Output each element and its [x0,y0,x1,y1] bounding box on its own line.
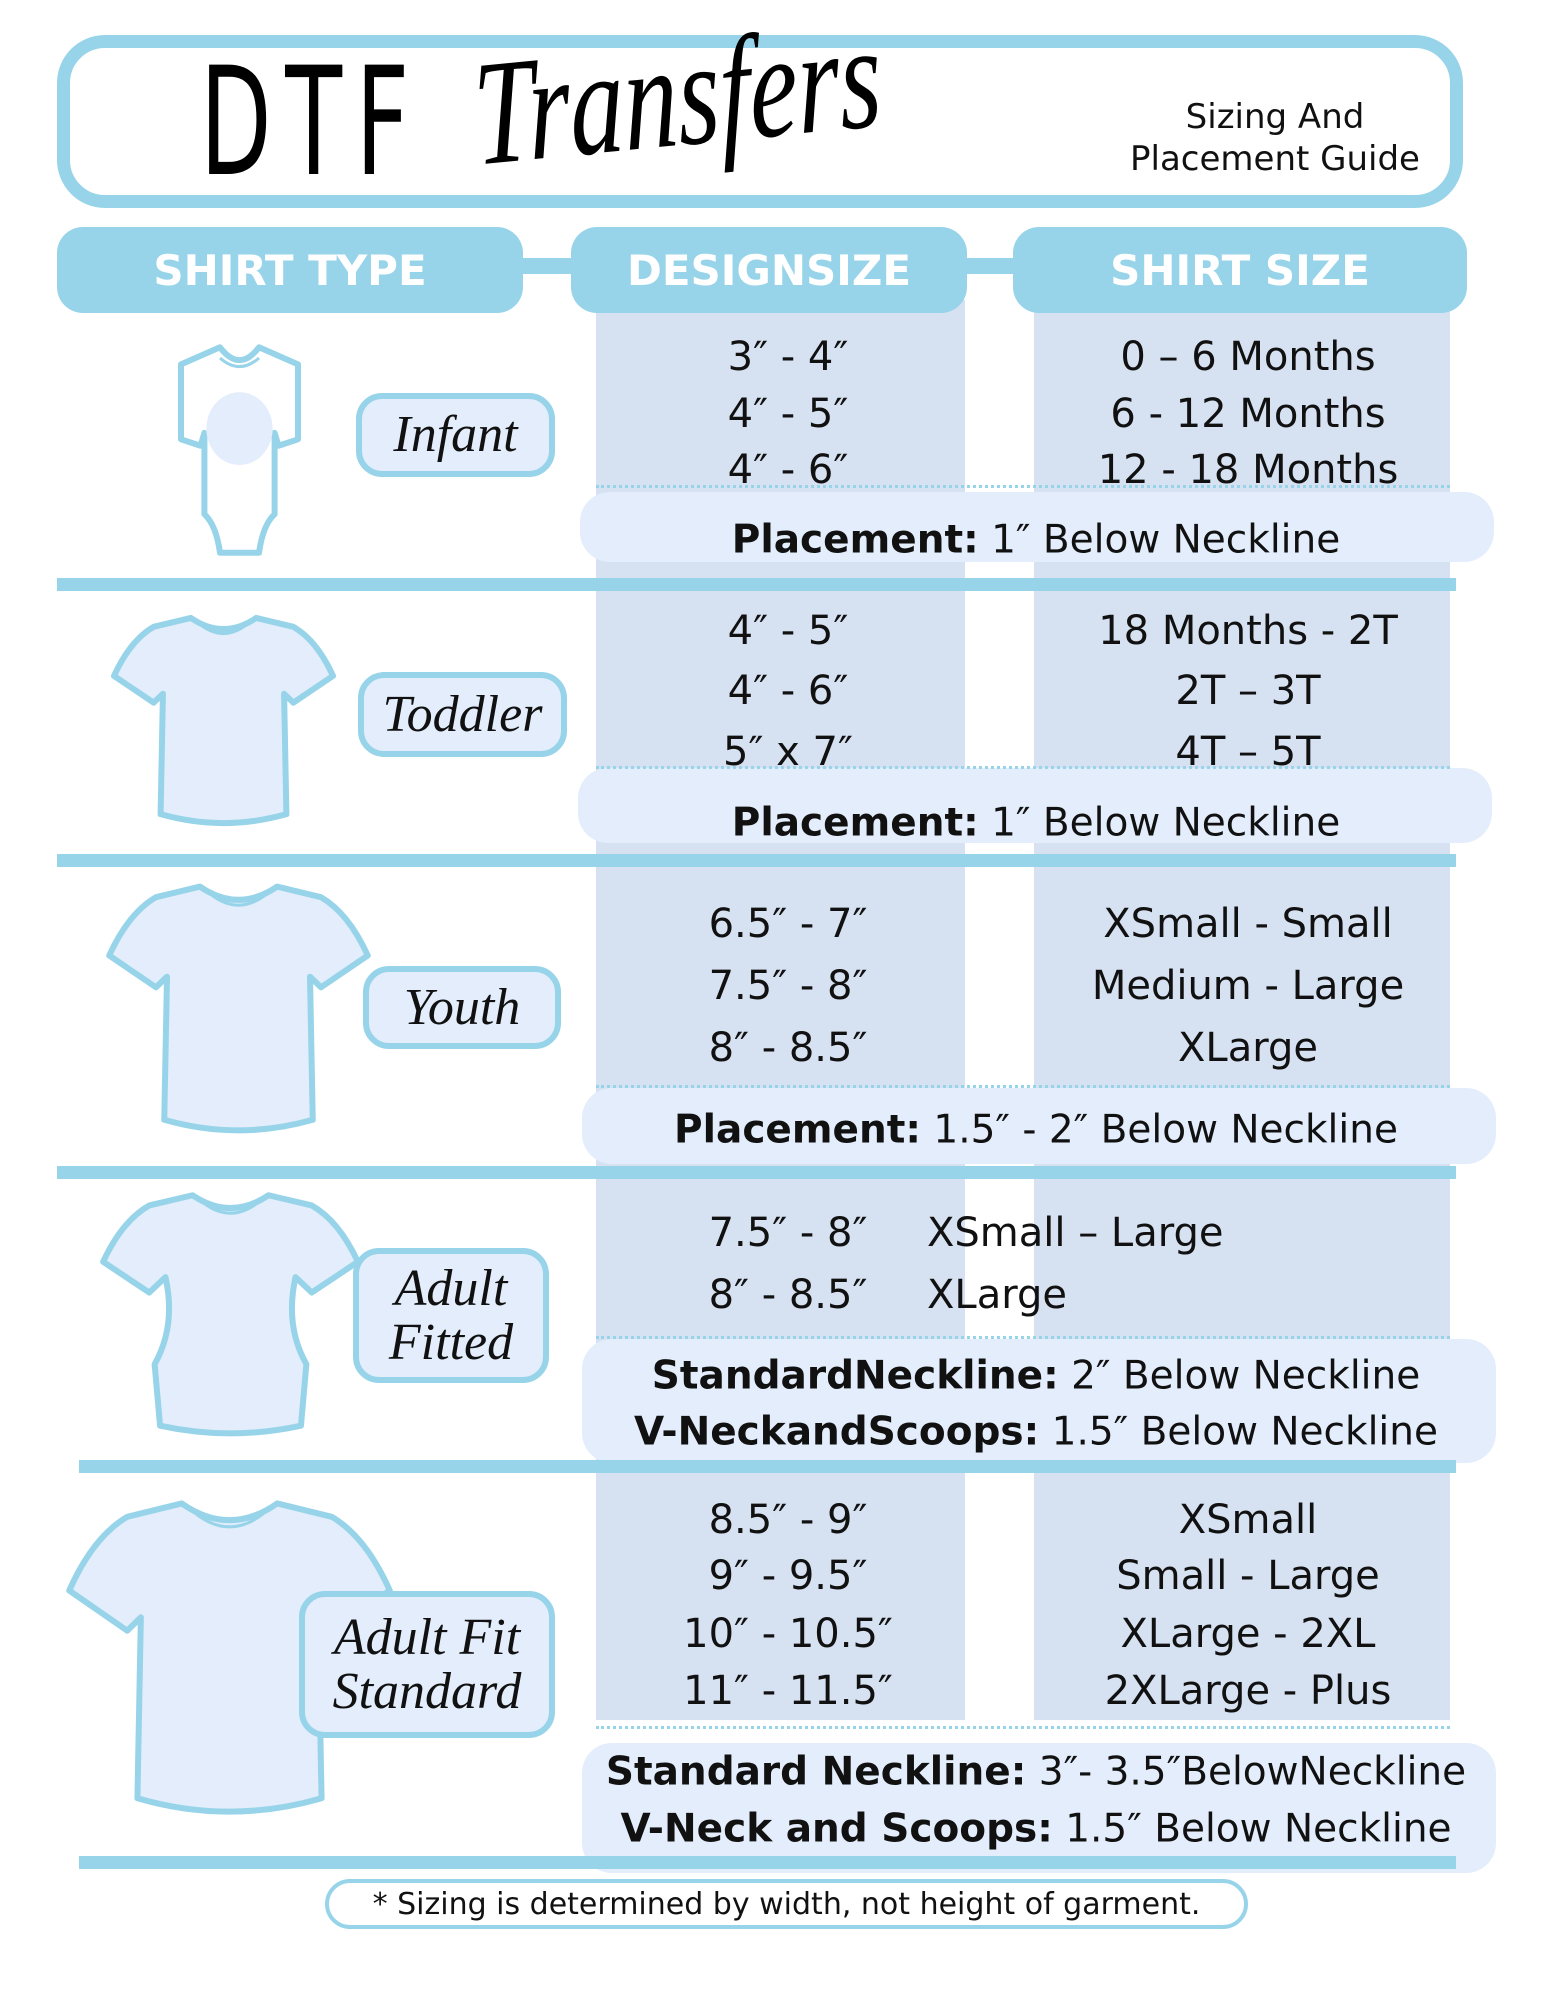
placement-value: 2″ Below Neckline [1071,1353,1421,1399]
onesie-icon [142,343,337,557]
placement-line: V-NeckandScoops: 1.5″ Below Neckline [634,1410,1438,1455]
row-divider [79,1856,1456,1869]
placement-spacer [1059,1354,1071,1399]
placement-value: 1.5″ - 2″ Below Neckline [933,1107,1398,1153]
title-transfers: Transfers [469,0,886,198]
design-size-value: 7.5″ - 8″ [708,1210,868,1256]
placement-box [580,492,1494,562]
placement-line: Placement: 1.5″ - 2″ Below Neckline [674,1108,1398,1153]
column-header-shirt-size: SHIRT SIZE [1013,227,1467,313]
placement-label: StandardNeckline: [651,1353,1059,1399]
placement-spacer [1053,1807,1065,1852]
shirt-size-value: 12 - 18 Months [1097,447,1399,493]
dotted-separator [596,1726,1450,1729]
placement-line: Placement: 1″ Below Neckline [732,801,1340,846]
placement-box [578,768,1492,843]
subtitle-line2: Placement Guide [1130,139,1420,179]
design-size-value: 7.5″ - 8″ [708,963,868,1009]
dotted-separator [596,485,1450,488]
subtitle-line1: Sizing And [1185,97,1365,137]
placement-line: Placement: 1″ Below Neckline [732,518,1340,563]
dotted-separator [596,766,1450,769]
shirt-type-badge: Adult Fitted [353,1248,549,1383]
row-divider [57,854,1456,867]
placement-line: V-Neck and Scoops: 1.5″ Below Neckline [620,1807,1451,1852]
design-size-value: 4″ - 6″ [727,447,849,493]
design-size-value: 4″ - 5″ [727,608,849,654]
shirt-size-value: 0 – 6 Months [1120,334,1376,380]
tshirt-icon [107,609,340,832]
shirt-size-value: XSmall – Large [927,1210,1224,1256]
shirt-size-value: 2XLarge - Plus [1104,1668,1392,1714]
design-size-value: 4″ - 5″ [727,391,849,437]
shirt-size-value: Small - Large [1116,1553,1380,1599]
placement-value: 1.5″ Below Neckline [1065,1806,1452,1852]
row-divider [57,578,1456,591]
placement-label: Placement: [731,517,979,563]
design-size-value: 11″ - 11.5″ [683,1668,893,1714]
placement-box [582,1339,1496,1463]
placement-value: 3″- 3.5″BelowNeckline [1038,1749,1467,1795]
placement-spacer [921,1108,933,1153]
column-header-design-size: DESIGNSIZE [571,227,967,313]
shirt-type-badge: Youth [363,966,561,1049]
shirt-size-value: Medium - Large [1091,963,1405,1009]
design-size-value: 8″ - 8.5″ [708,1025,868,1071]
fitted-tshirt-icon [95,1185,366,1441]
placement-label: V-Neck and Scoops: [620,1806,1053,1852]
placement-box [582,1743,1496,1873]
header-box [57,35,1463,208]
shirt-size-value: XLarge [927,1272,1067,1318]
design-size-value: 4″ - 6″ [727,668,849,714]
placement-line: Standard Neckline: 3″- 3.5″BelowNeckline [606,1750,1466,1795]
placement-spacer [979,518,991,563]
subtitle: Sizing And Placement Guide [1090,96,1460,180]
placement-value: 1.5″ Below Neckline [1051,1409,1438,1455]
shirt-size-value: 6 - 12 Months [1110,391,1386,437]
header-connector [515,258,580,274]
title-dtf: DTF [200,36,423,210]
shirt-type-badge: Infant [356,393,555,477]
shirt-type-badge: Adult Fit Standard [299,1591,555,1738]
row-divider [79,1460,1456,1473]
design-size-value: 3″ - 4″ [727,334,849,380]
header-connector [960,258,1020,274]
placement-label: V-NeckandScoops: [634,1409,1040,1455]
placement-spacer [1026,1750,1038,1795]
placement-spacer [979,801,991,846]
placement-value: 1″ Below Neckline [991,517,1341,563]
shirt-size-value: XLarge [1178,1025,1318,1071]
shirt-type-badge: Toddler [358,672,567,757]
shirt-size-value: 4T – 5T [1175,729,1321,775]
tshirt-icon [101,876,376,1141]
shirt-size-value: XSmall - Small [1103,901,1393,947]
footer-note: * Sizing is determined by width, not hei… [325,1879,1248,1929]
design-size-value: 10″ - 10.5″ [683,1611,893,1657]
placement-value: 1″ Below Neckline [991,800,1341,846]
dotted-separator [596,1085,1450,1088]
dotted-separator [596,1336,1450,1339]
shirt-size-value: 2T – 3T [1175,668,1321,714]
shirt-size-value: XLarge - 2XL [1120,1611,1376,1657]
shirt-size-value: XSmall [1178,1497,1318,1543]
design-size-value: 6.5″ - 7″ [708,901,868,947]
design-size-value: 9″ - 9.5″ [708,1553,868,1599]
column-header-shirt-type: SHIRT TYPE [57,227,523,313]
placement-label: Standard Neckline: [605,1749,1027,1795]
placement-spacer [1039,1410,1051,1455]
row-divider [57,1166,1456,1179]
design-size-value: 8″ - 8.5″ [708,1272,868,1318]
design-size-value: 8.5″ - 9″ [708,1497,868,1543]
placement-line: StandardNeckline: 2″ Below Neckline [652,1354,1420,1399]
placement-label: Placement: [674,1107,921,1153]
placement-box [582,1088,1496,1164]
shirt-size-value: 18 Months - 2T [1098,608,1398,654]
design-size-value: 5″ x 7″ [723,729,853,775]
placement-label: Placement: [731,800,979,846]
tshirt-icon [59,1490,400,1825]
